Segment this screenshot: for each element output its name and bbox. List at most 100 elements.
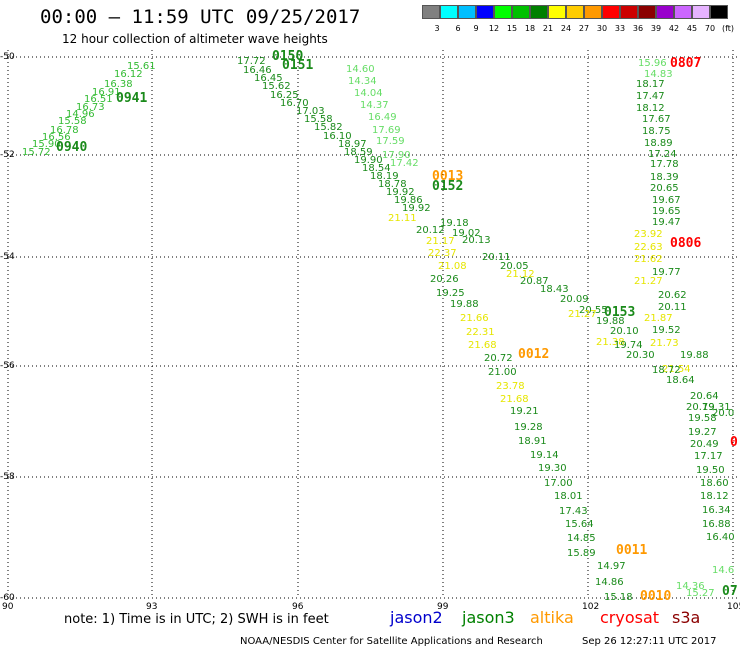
track-time-label: 0151 (282, 58, 314, 73)
wave-height-reading: 17.17 (694, 451, 723, 462)
wave-height-reading: 17.43 (559, 506, 588, 517)
colorbar-label: 9 (473, 24, 479, 33)
wave-height-reading: 21.12 (506, 269, 535, 280)
wave-height-reading: 19.88 (450, 299, 479, 310)
wave-height-reading: 15.90 (32, 139, 61, 150)
wave-height-reading: 19.28 (514, 422, 543, 433)
wave-height-reading: 20.11 (658, 302, 687, 313)
wave-height-reading: 20.0 (712, 408, 735, 419)
wave-height-reading: 19.47 (652, 217, 681, 228)
colorbar-swatch (512, 5, 530, 19)
wave-height-reading: 17.59 (376, 136, 405, 147)
wave-height-reading: 19.65 (652, 206, 681, 217)
colorbar-swatch (692, 5, 710, 19)
wave-height-reading: 21.54 (662, 364, 691, 375)
wave-height-reading: 21.87 (644, 313, 673, 324)
wave-height-reading: 16.40 (706, 532, 735, 543)
wave-height-reading: 17.42 (390, 158, 419, 169)
wave-height-reading: 21.73 (650, 338, 679, 349)
colorbar-label: 70 (704, 24, 716, 33)
track-time-label: 0153 (604, 305, 636, 320)
colorbar-label: 12 (488, 24, 500, 33)
wave-height-reading: 18.97 (338, 139, 367, 150)
wave-height-reading: 20.65 (650, 183, 679, 194)
wave-height-reading: 16.70 (280, 98, 309, 109)
colorbar-label: 36 (632, 24, 644, 33)
wave-height-reading: 14.85 (567, 533, 596, 544)
footer-timestamp: Sep 26 12:27:11 UTC 2017 (582, 636, 717, 647)
wave-height-reading: 18.75 (642, 126, 671, 137)
longitude-label: 96 (292, 602, 304, 612)
wave-height-reading: 20.09 (560, 294, 589, 305)
wave-height-reading: 19.25 (436, 288, 465, 299)
colorbar-label: 39 (650, 24, 662, 33)
wave-height-reading: 21.11 (388, 213, 417, 224)
wave-height-reading: 20.55 (579, 305, 608, 316)
track-time-label: 0013 (432, 169, 464, 184)
wave-height-reading: 22.31 (466, 327, 495, 338)
colorbar-label: 45 (686, 24, 698, 33)
wave-height-reading: 17.47 (636, 91, 665, 102)
wave-height-reading: 19.88 (596, 316, 625, 327)
wave-height-reading: 15.72 (22, 147, 51, 158)
wave-height-reading: 20.72 (484, 353, 513, 364)
wave-height-reading: 19.02 (452, 228, 481, 239)
latitude-label: -58 (0, 472, 15, 482)
wave-height-reading: 22.37 (428, 248, 457, 259)
track-time-label: 0941 (116, 91, 148, 106)
wave-height-reading: 19.88 (680, 350, 709, 361)
wave-height-reading: 21.27 (568, 309, 597, 320)
wave-height-reading: 19.90 (354, 155, 383, 166)
wave-height-reading: 14.86 (595, 577, 624, 588)
colorbar-swatch (602, 5, 620, 19)
colorbar-label: 27 (578, 24, 590, 33)
wave-height-reading: 18.12 (636, 103, 665, 114)
wave-height-reading: 17.78 (650, 159, 679, 170)
wave-height-reading: 16.49 (368, 112, 397, 123)
wave-height-reading: 20.30 (626, 350, 655, 361)
colorbar-label: 6 (455, 24, 461, 33)
wave-height-reading: 16.51 (84, 94, 113, 105)
wave-height-reading: 16.73 (76, 102, 105, 113)
colorbar-swatch (638, 5, 656, 19)
wave-height-reading: 14.83 (644, 69, 673, 80)
longitude-label: 102 (582, 602, 600, 612)
colorbar-label: 42 (668, 24, 680, 33)
wave-height-reading: 19.14 (530, 450, 559, 461)
wave-height-reading: 20.05 (500, 261, 529, 272)
wave-height-reading: 14.04 (354, 88, 383, 99)
wave-height-reading: 21.00 (488, 367, 517, 378)
colorbar-swatch (710, 5, 728, 19)
wave-height-reading: 20.26 (430, 274, 459, 285)
satellite-legend-jason2: jason2 (390, 608, 443, 627)
wave-height-reading: 16.34 (702, 505, 731, 516)
track-time-label: 0 (730, 435, 738, 450)
wave-height-reading: 19.21 (510, 406, 539, 417)
wave-height-reading: 21.38 (596, 337, 625, 348)
latitude-label: -56 (0, 361, 15, 371)
colorbar-label: 21 (542, 24, 554, 33)
wave-height-reading: 14.96 (66, 109, 95, 120)
colorbar-label: 18 (524, 24, 536, 33)
colorbar-swatch (566, 5, 584, 19)
wave-height-reading: 19.74 (614, 340, 643, 351)
wave-height-reading: 21.66 (460, 313, 489, 324)
wave-height-reading: 19.58 (688, 413, 717, 424)
latitude-label: -54 (0, 252, 15, 262)
colorbar-swatch (548, 5, 566, 19)
wave-height-reading: 16.10 (323, 131, 352, 142)
latitude-label: -50 (0, 52, 15, 62)
colorbar-label: 24 (560, 24, 572, 33)
wave-height-reading: 15.89 (567, 548, 596, 559)
wave-height-reading: 18.64 (666, 375, 695, 386)
colorbar-swatch (440, 5, 458, 19)
wave-height-reading: 19.67 (652, 195, 681, 206)
wave-height-reading: 15.61 (127, 61, 156, 72)
colorbar-swatch (422, 5, 440, 19)
longitude-label: 105 (727, 602, 740, 612)
wave-height-reading: 16.25 (270, 90, 299, 101)
colorbar-swatch (494, 5, 512, 19)
wave-height-reading: 18.72 (652, 365, 681, 376)
wave-height-reading: 18.12 (700, 491, 729, 502)
note-text: note: 1) Time is in UTC; 2) SWH is in fe… (64, 612, 329, 627)
